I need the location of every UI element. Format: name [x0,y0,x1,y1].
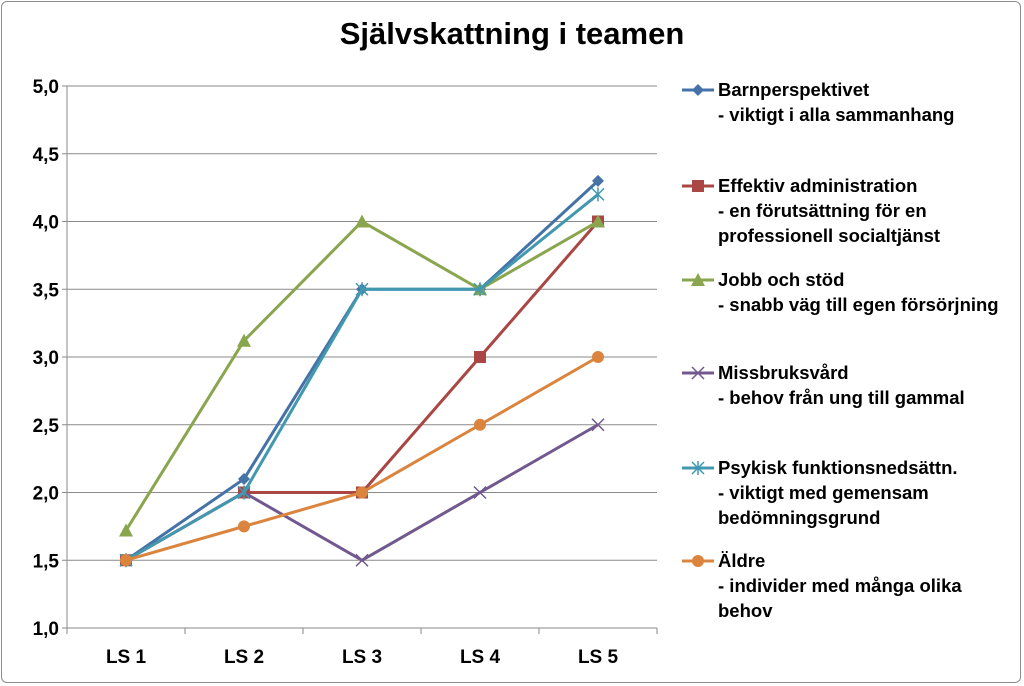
legend-label: Äldre [718,550,766,571]
legend-label: - viktigt i alla sammanhang [718,104,955,125]
series-1 [120,174,604,567]
legend-label: behov [718,600,773,621]
x-tick-label: LS 4 [460,647,501,668]
legend-key [682,273,714,286]
data-point [474,351,486,363]
data-point [237,485,251,500]
legend-label: Barnperspektivet [718,79,870,100]
data-point [473,282,487,297]
data-point [591,187,605,202]
x-tick-label: LS 1 [106,647,147,668]
data-point [356,486,368,499]
data-point [237,333,251,347]
data-point [119,523,133,537]
y-tick-label: 4,5 [33,145,60,166]
series-5 [119,187,605,568]
legend-label: professionell socialtjänst [718,225,941,246]
legend-key [682,180,714,192]
data-point [355,282,369,297]
legend-item: Barnperspektivet - viktigt i alla sammanh… [718,77,954,127]
y-tick-label: 2,0 [33,484,59,505]
data-point [474,418,486,431]
x-tick-label: LS 2 [224,647,264,668]
legend-key [682,84,714,96]
chart-title: Självskattning i teamen [339,16,685,51]
data-point [592,174,604,187]
legend-label: - en förutsättning för en [718,200,927,221]
series-6 [120,351,604,567]
y-tick-label: 1,5 [33,551,60,572]
data-point [591,214,605,228]
y-tick-label: 5,0 [33,77,59,98]
legend-key [682,366,714,380]
data-point [592,351,604,363]
series-line [125,355,599,562]
legend-item: Äldre - individer med många olika behov [718,548,962,623]
y-tick-label: 1,0 [33,619,59,640]
legend-item: Effektiv administration - en förutsättnin… [718,173,940,248]
x-tick-label: LS 5 [578,647,619,668]
data-point [238,520,250,533]
legend-label: Jobb och stöd [718,269,845,290]
legend-key [682,461,714,475]
legend-label: bedömningsgrund [718,507,881,528]
y-tick-label: 3,5 [33,280,60,301]
y-tick-label: 3,0 [33,348,59,369]
legend-marker [692,180,704,192]
legend-label: - individer med många olika [718,575,962,596]
legend-item: Psykisk funktionsnedsättn. - viktigt med … [718,455,958,530]
data-point [473,485,487,500]
legend-marker [692,555,704,567]
legend-label: Psykisk funktionsnedsättn. [718,457,958,478]
data-point [591,418,605,432]
series-line [125,179,600,562]
legend-marker [691,366,705,380]
legend-key [682,555,714,567]
series-line [124,219,599,532]
series-line [125,193,599,562]
legend-marker [691,461,705,475]
legend-label: Effektiv administration [718,175,918,196]
x-tick-label: LS 3 [342,647,382,668]
y-tick-label: 2,5 [33,416,60,437]
y-tick-label: 4,0 [33,213,59,234]
series-line [125,220,600,562]
legend-item: Missbruksvård - behov från ung till gamma… [718,360,965,410]
data-point [355,214,369,228]
data-point [120,554,132,567]
series-3 [119,214,605,537]
legend-label: Missbruksvård [718,362,849,383]
legend-label: - snabb väg till egen försörjning [718,294,999,315]
legend-marker [692,84,704,96]
legend-label: - behov från ung till gammal [718,387,965,408]
data-point [238,472,250,485]
legend-label: - viktigt med gemensam [718,482,929,503]
legend-item: Jobb och stöd - snabb väg till egen försö… [718,267,999,317]
legend-marker [691,273,705,286]
data-point [355,553,369,567]
